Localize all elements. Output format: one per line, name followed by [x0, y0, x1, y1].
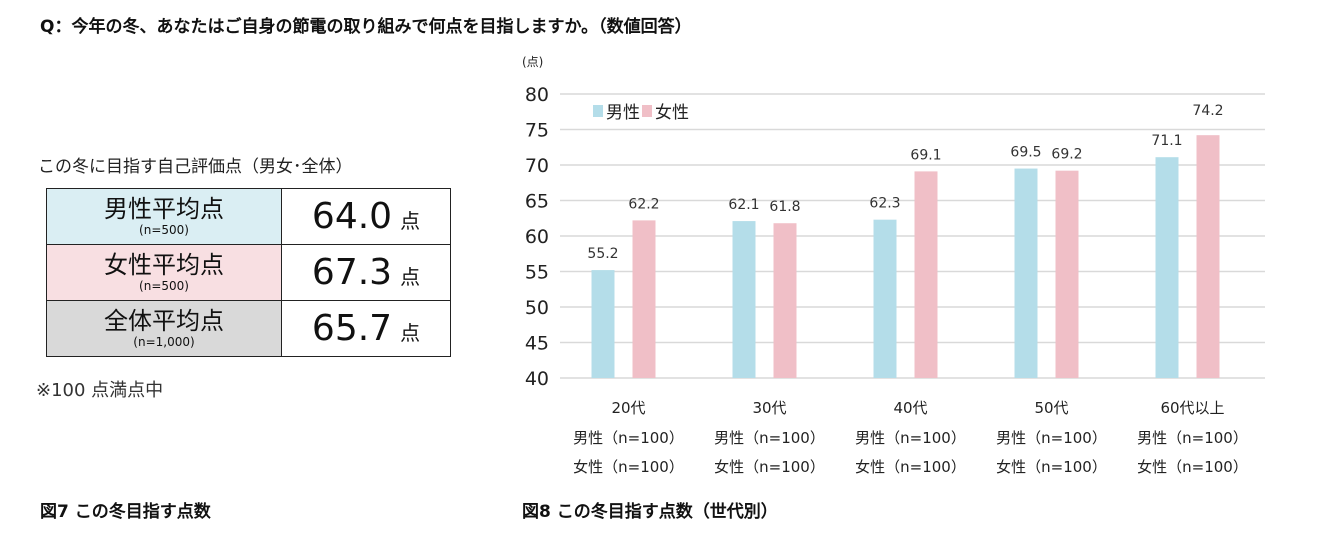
y-tick-label: 75 — [525, 120, 549, 142]
row-unit: 点 — [400, 209, 421, 233]
x-sublabel: 男性（n=100） — [996, 429, 1107, 447]
row-n: (n=1,000) — [133, 335, 195, 349]
row-value: 64.0 — [311, 196, 393, 237]
y-tick-label: 65 — [525, 191, 549, 213]
data-label: 74.2 — [1192, 103, 1223, 119]
x-sublabel: 女性（n=100） — [855, 458, 966, 476]
row-label: 男性平均点 — [104, 195, 224, 223]
row-value: 65.7 — [311, 308, 393, 349]
y-tick-label: 70 — [525, 155, 549, 177]
label-cell: 全体平均点 (n=1,000) — [46, 300, 282, 357]
data-label: 69.1 — [910, 147, 941, 163]
label-cell: 女性平均点 (n=500) — [46, 244, 282, 301]
bar-female — [1196, 135, 1220, 378]
label-cell: 男性平均点 (n=500) — [46, 188, 282, 245]
question-text: Q：今年の冬、あなたはご自身の節電の取り組みで何点を目指しますか。（数値回答） — [40, 17, 692, 37]
y-axis-label: (点) — [522, 55, 543, 69]
average-score-table: 男性平均点 (n=500) 64.0 点 女性平均点 (n=500) 67.3 点 全体… — [46, 188, 451, 357]
y-tick-label: 40 — [525, 368, 549, 390]
bar-male — [1014, 168, 1038, 378]
y-tick-label: 55 — [525, 262, 549, 284]
row-unit: 点 — [400, 265, 421, 289]
y-tick-label: 80 — [525, 84, 549, 106]
row-label: 女性平均点 — [104, 251, 224, 279]
legend-swatch — [593, 105, 603, 117]
x-tick-label: 20代 — [611, 399, 645, 417]
bar-male — [591, 270, 615, 378]
x-sublabel: 女性（n=100） — [714, 458, 825, 476]
data-label: 61.8 — [769, 199, 800, 215]
x-sublabel: 女性（n=100） — [1137, 458, 1248, 476]
bar-female — [773, 223, 797, 378]
data-label: 71.1 — [1151, 133, 1182, 149]
bar-female — [1055, 170, 1079, 378]
x-sublabel: 男性（n=100） — [714, 429, 825, 447]
bar-female — [914, 171, 938, 378]
table-row-female: 女性平均点 (n=500) 67.3 点 — [46, 244, 451, 301]
row-value: 67.3 — [311, 252, 393, 293]
value-cell: 65.7 点 — [281, 300, 451, 357]
data-label: 69.5 — [1010, 145, 1041, 161]
y-tick-label: 60 — [525, 226, 549, 248]
table-note: ※100 点満点中 — [36, 380, 164, 401]
row-label: 全体平均点 — [104, 307, 224, 335]
data-label: 62.3 — [869, 196, 900, 212]
x-sublabel: 男性（n=100） — [855, 429, 966, 447]
x-sublabel: 男性（n=100） — [1137, 429, 1248, 447]
value-cell: 67.3 点 — [281, 244, 451, 301]
bar-male — [732, 221, 756, 378]
x-tick-label: 30代 — [752, 399, 786, 417]
data-label: 62.1 — [728, 197, 759, 213]
figure-8-caption: 図8 この冬目指す点数（世代別） — [522, 502, 778, 522]
x-sublabel: 女性（n=100） — [996, 458, 1107, 476]
figure-7-caption: 図7 この冬目指す点数 — [40, 502, 211, 522]
legend-label: 女性 — [655, 103, 689, 123]
legend-swatch — [642, 105, 652, 117]
row-unit: 点 — [400, 321, 421, 345]
y-tick-label: 45 — [525, 333, 549, 355]
legend-label: 男性 — [606, 103, 640, 123]
x-tick-label: 50代 — [1034, 399, 1068, 417]
value-cell: 64.0 点 — [281, 188, 451, 245]
x-sublabel: 男性（n=100） — [573, 429, 684, 447]
data-label: 55.2 — [587, 246, 618, 262]
data-label: 62.2 — [628, 196, 659, 212]
table-title: この冬に目指す自己評価点（男女･全体） — [38, 157, 353, 177]
bar-female — [632, 220, 656, 378]
table-row-total: 全体平均点 (n=1,000) 65.7 点 — [46, 300, 451, 357]
x-tick-label: 60代以上 — [1160, 399, 1224, 417]
y-tick-label: 50 — [525, 297, 549, 319]
bar-male — [873, 219, 897, 378]
table-row-male: 男性平均点 (n=500) 64.0 点 — [46, 188, 451, 245]
x-tick-label: 40代 — [893, 399, 927, 417]
row-n: (n=500) — [139, 223, 189, 237]
x-sublabel: 女性（n=100） — [573, 458, 684, 476]
data-label: 69.2 — [1051, 147, 1082, 163]
bar-male — [1155, 157, 1179, 378]
row-n: (n=500) — [139, 279, 189, 293]
